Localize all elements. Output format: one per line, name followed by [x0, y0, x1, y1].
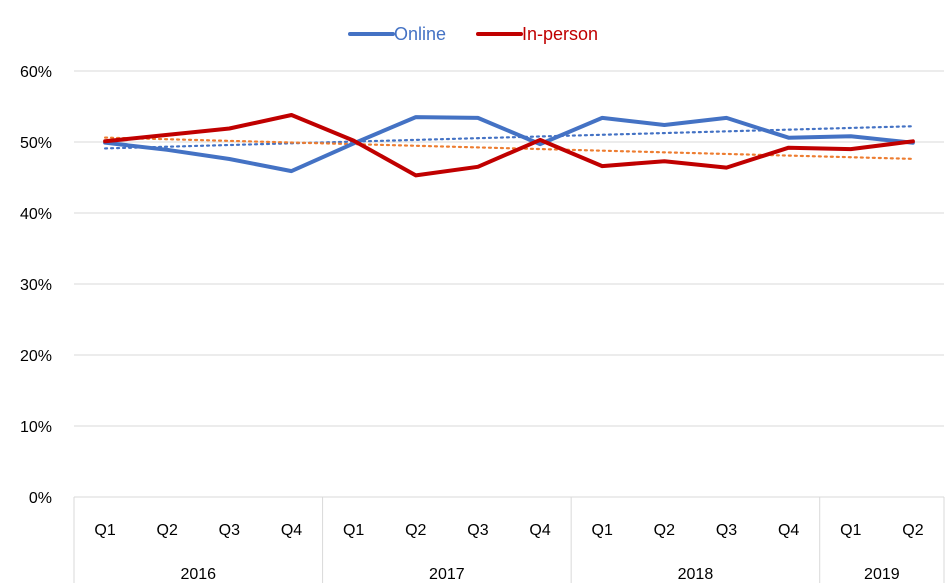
- y-tick-label: 60%: [20, 64, 52, 81]
- x-tick-label: Q1: [343, 522, 364, 539]
- y-axis-tick-labels: 0% 10% 20% 30% 40% 50% 60%: [20, 64, 52, 507]
- x-tick-label: Q4: [281, 522, 302, 539]
- x-tick-label: Q3: [219, 522, 240, 539]
- legend-label-in-person: In-person: [522, 24, 598, 44]
- y-tick-label: 30%: [20, 277, 52, 294]
- x-tick-label: Q2: [157, 522, 178, 539]
- data-series: [103, 113, 915, 178]
- x-group-label: 2018: [678, 566, 714, 583]
- x-tick-label: Q1: [592, 522, 613, 539]
- x-tick-label: Q1: [840, 522, 861, 539]
- series-line: [103, 115, 915, 174]
- y-tick-label: 20%: [20, 348, 52, 365]
- x-tick-label: Q1: [94, 522, 115, 539]
- y-tick-label: 40%: [20, 206, 52, 223]
- x-group-label: 2016: [180, 566, 216, 583]
- x-group-label: 2017: [429, 566, 465, 583]
- legend: Online In-person: [348, 24, 598, 44]
- x-tick-label: Q4: [529, 522, 550, 539]
- x-tick-label: Q2: [654, 522, 675, 539]
- x-tick-label: Q4: [778, 522, 799, 539]
- y-tick-label: 10%: [20, 419, 52, 436]
- trendlines: [103, 125, 915, 160]
- y-tick-label: 0%: [29, 490, 52, 507]
- gridlines: [74, 70, 944, 498]
- legend-label-online: Online: [394, 24, 446, 44]
- x-group-label: 2019: [864, 566, 900, 583]
- x-tick-label: Q3: [467, 522, 488, 539]
- x-tick-label: Q3: [716, 522, 737, 539]
- series-line: [103, 113, 915, 178]
- trendline: [103, 136, 915, 160]
- x-tick-label: Q2: [902, 522, 923, 539]
- x-tick-label: Q2: [405, 522, 426, 539]
- y-tick-label: 50%: [20, 135, 52, 152]
- x-axis: Q1 Q2 Q3 Q4 Q1 Q2 Q3 Q4 Q1 Q2 Q3 Q4 Q1 Q2 2016 2017 2018…: [73, 496, 945, 583]
- trendline: [103, 125, 915, 150]
